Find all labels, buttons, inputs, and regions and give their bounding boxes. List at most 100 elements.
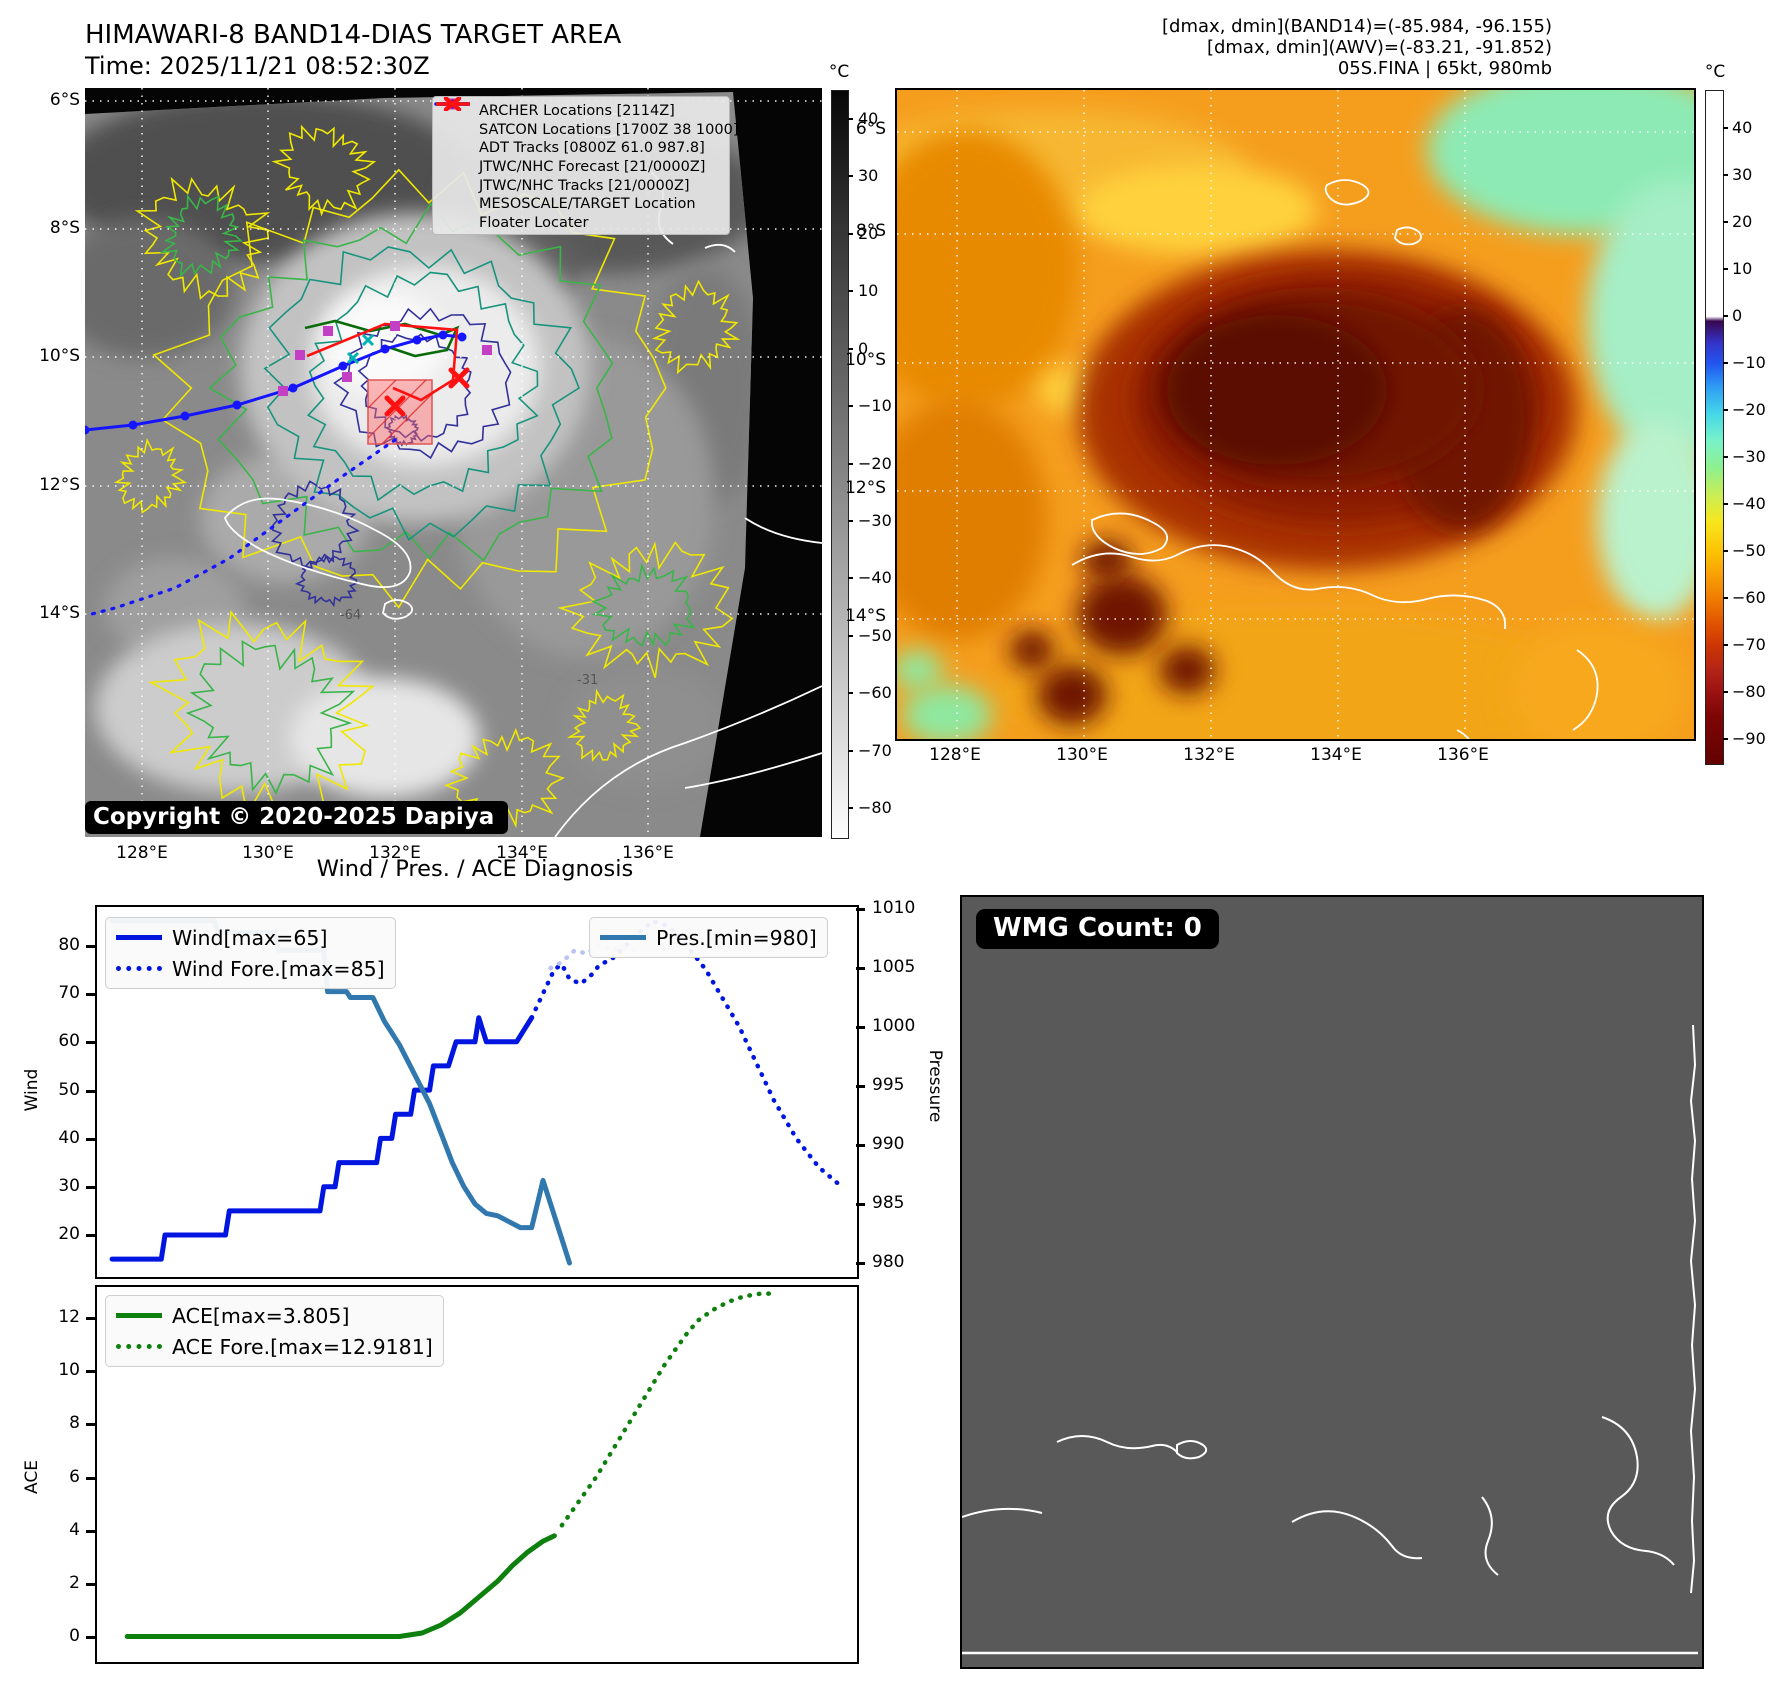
tick-mark: [848, 749, 853, 752]
map-legend-item: Floater Locater: [435, 102, 725, 233]
map-legend-item: JTWC/NHC Tracks [21/0000Z]: [435, 99, 725, 195]
colorbar-tick: −10: [1732, 352, 1766, 372]
colorbar-tick: −40: [858, 568, 892, 588]
tick-mark: [848, 577, 853, 580]
wind-legend-label: Wind[max=65]: [172, 925, 328, 950]
map-legend-item: JTWC/NHC Forecast [21/0000Z]: [434, 102, 725, 177]
colorbar-tick: −80: [1732, 682, 1766, 702]
tick-mark: [86, 1423, 95, 1426]
tick-mark: [856, 908, 865, 911]
lon-tick: 132°E: [1183, 745, 1235, 765]
tick-mark: [1723, 691, 1728, 694]
wind-legend: Wind[max=65] Wind Fore.[max=85]: [105, 917, 396, 989]
tick-mark: [1723, 738, 1728, 741]
map-legend-item: MESOSCALE/TARGET Location: [435, 97, 725, 214]
tick-mark: [86, 993, 95, 996]
map-legend-label: Floater Locater: [479, 214, 589, 231]
tick-mark: [848, 290, 853, 293]
tick-mark: [848, 117, 853, 120]
map-legend-label: ARCHER Locations [2114Z]: [479, 103, 675, 120]
ace-tick: 10: [58, 1360, 80, 1380]
ace-tick: 12: [58, 1307, 80, 1327]
lat-tick: 14°S: [845, 606, 886, 626]
wmg-count-badge: WMG Count: 0: [976, 909, 1219, 949]
ace-legend: ACE[max=3.805] ACE Fore.[max=12.9181]: [105, 1295, 444, 1367]
series-wind-max-65-: [109, 1015, 535, 1262]
map-legend-label: ADT Tracks [0800Z 61.0 987.8]: [479, 140, 705, 157]
wind-tick: 30: [58, 1176, 80, 1196]
tick-mark: [86, 1138, 95, 1141]
tick-mark: [86, 1234, 95, 1237]
colorbar-tick: −30: [858, 510, 892, 530]
map-legend-label: JTWC/NHC Forecast [21/0000Z]: [479, 159, 706, 176]
tick-mark: [86, 1477, 95, 1480]
lon-tick: 128°E: [929, 745, 981, 765]
panel-title-block: HIMAWARI-8 BAND14-DIAS TARGET AREA Time:…: [85, 20, 621, 81]
tick-mark: [1723, 314, 1728, 317]
wind-tick: 70: [58, 983, 80, 1003]
lat-tick: 14°S: [39, 603, 80, 623]
pressure-tick: 995: [872, 1075, 905, 1095]
copyright-badge: Copyright © 2020-2025 Dapiya: [85, 801, 509, 834]
tick-mark: [1723, 456, 1728, 459]
colorbar-tick: 0: [858, 338, 869, 358]
tick-mark: [86, 1583, 95, 1586]
tick-mark: [848, 462, 853, 465]
lat-tick: 8°S: [855, 221, 886, 241]
tick-mark: [1723, 644, 1728, 647]
pressure-tick: 1010: [872, 898, 916, 918]
tick-mark: [86, 1186, 95, 1189]
wind-tick: 40: [58, 1128, 80, 1148]
colorbar-tick: −40: [1732, 494, 1766, 514]
colorbar-tick: −50: [1732, 541, 1766, 561]
colorbar-tick: 10: [1732, 258, 1753, 278]
colorbar-tick: −60: [858, 683, 892, 703]
band14-map-panel: ARCHER Locations [2114Z] SATCON Locations…: [85, 88, 822, 837]
colorbar-tick: −60: [1732, 588, 1766, 608]
lon-tick: 130°E: [1056, 745, 1108, 765]
pres-legend-label: Pres.[min=980]: [656, 925, 817, 950]
contour-label: -31: [577, 673, 599, 688]
tick-mark: [86, 1317, 95, 1320]
colorbar-tick: 30: [1732, 164, 1753, 184]
tick-mark: [848, 347, 853, 350]
awv-colorbar-unit: °C: [1704, 62, 1726, 82]
awv-map-panel: [895, 88, 1696, 741]
wind-tick: 20: [58, 1224, 80, 1244]
chart-title: Wind / Pres. / ACE Diagnosis: [316, 856, 634, 882]
lon-tick: 134°E: [496, 843, 548, 863]
tick-mark: [1723, 126, 1728, 129]
lon-tick: 132°E: [369, 843, 421, 863]
colorbar-tick: −20: [858, 453, 892, 473]
stats-header: [dmax, dmin](BAND14)=(-85.984, -96.155) …: [1162, 16, 1552, 79]
awv-colorbar: [1705, 90, 1724, 765]
ace-tick: 8: [69, 1413, 80, 1433]
ace-line-swatch: [116, 1313, 162, 1318]
pres-line-swatch: [600, 935, 646, 940]
lat-tick: 6°S: [49, 90, 80, 110]
lat-tick: 10°S: [39, 346, 80, 366]
tick-mark: [848, 519, 853, 522]
tick-mark: [1723, 267, 1728, 270]
tick-mark: [86, 1041, 95, 1044]
tick-mark: [86, 1370, 95, 1373]
wind-tick: 60: [58, 1031, 80, 1051]
tick-mark: [848, 405, 853, 408]
ace-tick: 2: [69, 1573, 80, 1593]
lon-tick: 136°E: [622, 843, 674, 863]
ace-legend-label: ACE[max=3.805]: [172, 1303, 350, 1328]
wind-fore-legend-label: Wind Fore.[max=85]: [172, 956, 385, 981]
tick-mark: [86, 1530, 95, 1533]
tick-mark: [1723, 173, 1728, 176]
contour-label: -64: [340, 608, 362, 623]
ace-plot: [124, 1291, 780, 1639]
series-wind-fore-max-85-: [529, 918, 844, 1189]
dmax-dmin-awv: [dmax, dmin](AWV)=(-83.21, -91.852): [1206, 37, 1552, 58]
page-title: HIMAWARI-8 BAND14-DIAS TARGET AREA: [85, 20, 622, 50]
awv-satellite-image: [897, 90, 1694, 739]
colorbar-tick: −50: [858, 625, 892, 645]
lon-tick: 134°E: [1310, 745, 1362, 765]
wind-tick: 80: [58, 935, 80, 955]
colorbar-tick: −70: [858, 740, 892, 760]
